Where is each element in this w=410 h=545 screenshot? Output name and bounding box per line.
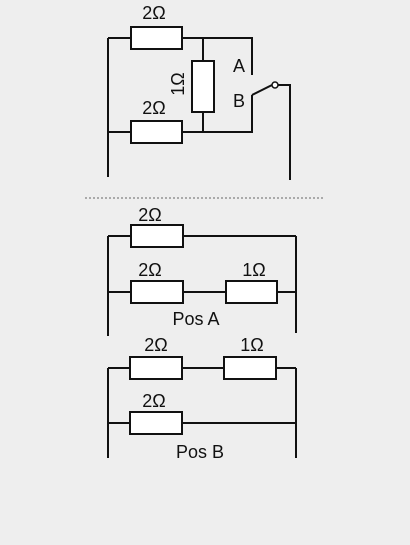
- pos-a-resistor-lower-right: [225, 280, 278, 304]
- top-circuit-top-branch-wire: [108, 37, 253, 75]
- resistor-middle-label: 1Ω: [168, 72, 188, 95]
- resistor-top: [130, 26, 183, 50]
- top-circuit-switch-lever: [251, 84, 273, 96]
- switch-position-b-label: B: [233, 91, 245, 111]
- top-circuit: 2Ω 1Ω 2Ω A B: [107, 3, 291, 180]
- pos-b-resistor-upper-right-label: 1Ω: [240, 335, 263, 355]
- pos-a-caption: Pos A: [172, 309, 219, 329]
- pos-b-circuit: 2Ω 1Ω 2Ω Pos B: [107, 335, 297, 462]
- pos-b-resistor-upper-right: [223, 356, 277, 380]
- pos-a-resistor-top-label: 2Ω: [138, 205, 161, 225]
- resistor-top-label: 2Ω: [142, 3, 165, 23]
- pos-b-resistor-upper-left-label: 2Ω: [144, 335, 167, 355]
- pos-a-circuit: 2Ω 2Ω 1Ω Pos A: [107, 205, 297, 336]
- pos-a-resistor-lower-right-label: 1Ω: [242, 260, 265, 280]
- pos-a-resistor-lower-left-label: 2Ω: [138, 260, 161, 280]
- top-circuit-right-rail: [278, 84, 291, 180]
- pos-a-resistor-top: [130, 224, 184, 248]
- switch-pivot: [271, 81, 279, 89]
- pos-b-resistor-upper-left: [129, 356, 183, 380]
- top-circuit-bottom-branch-wire: [108, 95, 253, 133]
- pos-a-resistor-lower-left: [130, 280, 184, 304]
- resistor-bottom: [130, 120, 183, 144]
- switch-position-a-label: A: [233, 56, 245, 76]
- resistor-middle: [191, 60, 215, 113]
- pos-b-resistor-lower: [129, 411, 183, 435]
- pos-b-caption: Pos B: [176, 442, 224, 462]
- pos-b-resistor-lower-label: 2Ω: [142, 391, 165, 411]
- resistor-bottom-label: 2Ω: [142, 98, 165, 118]
